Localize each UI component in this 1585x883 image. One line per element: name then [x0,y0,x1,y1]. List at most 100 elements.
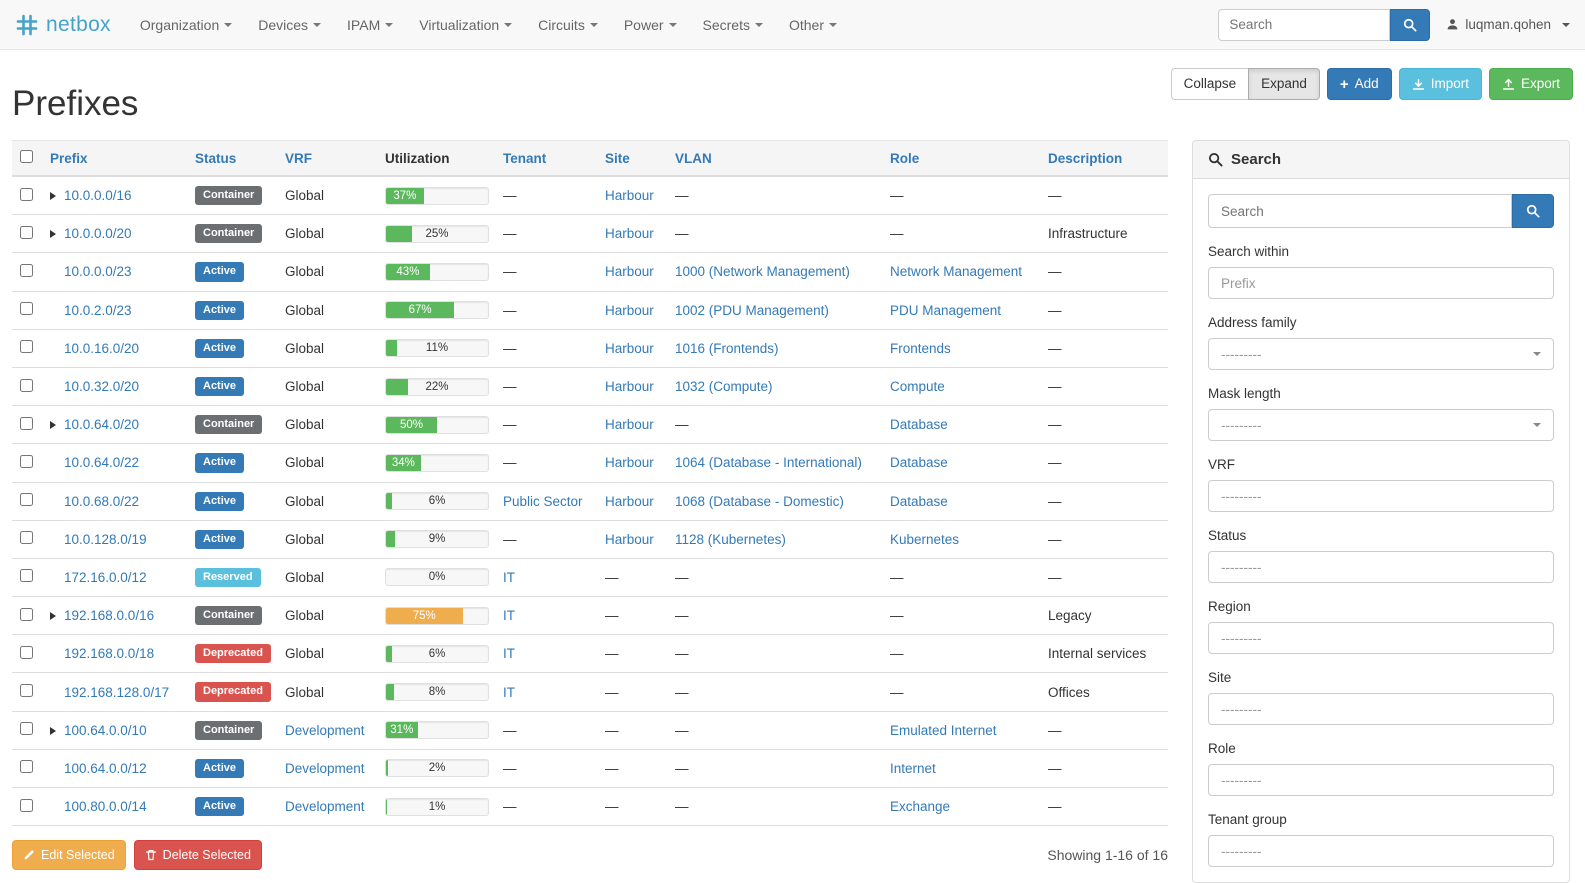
prefix-link[interactable]: 100.64.0.0/12 [64,760,147,776]
site-link[interactable]: Harbour [605,493,654,509]
prefix-link[interactable]: 10.0.128.0/19 [64,531,147,547]
row-checkbox[interactable] [20,302,33,316]
prefix-link[interactable]: 172.16.0.0/12 [64,569,147,585]
expand-button[interactable]: Expand [1248,68,1320,100]
vlan-link[interactable]: 1032 (Compute) [675,379,773,395]
filter-input-search-within[interactable] [1208,267,1554,299]
user-menu[interactable]: luqman.qohen [1446,17,1570,32]
prefix-link[interactable]: 10.0.0.0/16 [64,188,132,204]
row-checkbox[interactable] [20,760,33,774]
row-checkbox[interactable] [20,416,33,430]
filter-select-address-family[interactable]: --------- [1208,338,1554,370]
tenant-link[interactable]: IT [503,569,515,585]
global-search-input[interactable] [1218,8,1391,41]
filter-input-status[interactable] [1208,551,1554,583]
role-link[interactable]: Network Management [890,264,1023,280]
site-link[interactable]: Harbour [605,264,654,280]
vlan-link[interactable]: 1016 (Frontends) [675,340,779,356]
expand-caret-icon[interactable] [50,188,64,203]
filter-input-site[interactable] [1208,693,1554,725]
row-checkbox[interactable] [20,798,33,812]
global-search-button[interactable] [1390,8,1431,41]
vlan-link[interactable]: 1064 (Database - International) [675,455,862,471]
filter-search-button[interactable] [1512,194,1554,228]
prefix-link[interactable]: 192.168.0.0/18 [64,646,155,662]
prefix-link[interactable]: 10.0.0.0/23 [64,264,132,280]
filter-search-input[interactable] [1208,194,1512,228]
role-link[interactable]: Emulated Internet [890,722,997,738]
nav-item-circuits[interactable]: Circuits [525,2,611,48]
filter-select-mask-length[interactable]: --------- [1208,409,1554,441]
site-link[interactable]: Harbour [605,417,654,433]
prefix-link[interactable]: 100.64.0.0/10 [64,722,147,738]
row-checkbox[interactable] [20,722,33,736]
vrf-link[interactable]: Development [285,799,365,815]
vlan-link[interactable]: 1002 (PDU Management) [675,302,829,318]
tenant-link[interactable]: IT [503,608,515,624]
expand-caret-icon[interactable] [50,723,64,738]
tenant-link[interactable]: IT [503,646,515,662]
nav-item-virtualization[interactable]: Virtualization [406,2,525,48]
collapse-button[interactable]: Collapse [1170,68,1250,100]
export-button[interactable]: Export [1488,68,1573,100]
site-link[interactable]: Harbour [605,455,654,471]
role-link[interactable]: Kubernetes [890,531,960,547]
column-header-label[interactable]: Role [890,150,920,166]
nav-item-ipam[interactable]: IPAM [334,2,406,48]
column-header-label[interactable]: Description [1048,150,1123,166]
expand-caret-icon[interactable] [50,417,64,432]
prefix-link[interactable]: 10.0.2.0/23 [64,302,132,318]
prefix-link[interactable]: 192.168.0.0/16 [64,608,155,624]
row-checkbox[interactable] [20,378,33,392]
prefix-link[interactable]: 10.0.16.0/20 [64,340,140,356]
role-link[interactable]: Database [890,493,948,509]
nav-item-secrets[interactable]: Secrets [690,2,776,48]
prefix-link[interactable]: 10.0.0.0/20 [64,226,132,242]
vlan-link[interactable]: 1068 (Database - Domestic) [675,493,844,509]
vlan-link[interactable]: 1000 (Network Management) [675,264,850,280]
import-button[interactable]: Import [1398,68,1482,100]
column-header-label[interactable]: VRF [285,150,312,166]
row-checkbox[interactable] [20,454,33,468]
filter-input-region[interactable] [1208,622,1554,654]
site-link[interactable]: Harbour [605,531,654,547]
nav-item-organization[interactable]: Organization [127,2,245,48]
expand-caret-icon[interactable] [50,226,64,241]
netbox-logo[interactable]: netbox [15,13,111,37]
column-header-label[interactable]: Status [195,150,237,166]
prefix-link[interactable]: 10.0.68.0/22 [64,493,140,509]
nav-item-devices[interactable]: Devices [245,2,334,48]
column-header-label[interactable]: Site [605,150,630,166]
site-link[interactable]: Harbour [605,340,654,356]
filter-input-tenant-group[interactable] [1208,835,1554,867]
row-checkbox[interactable] [20,645,33,659]
row-checkbox[interactable] [20,493,33,507]
edit-selected-button[interactable]: Edit Selected [12,840,126,871]
site-link[interactable]: Harbour [605,188,654,204]
role-link[interactable]: Internet [890,760,936,776]
row-checkbox[interactable] [20,187,33,201]
expand-caret-icon[interactable] [50,608,64,623]
prefix-link[interactable]: 192.168.128.0/17 [64,684,170,700]
filter-input-vrf[interactable] [1208,480,1554,512]
nav-item-power[interactable]: Power [611,2,690,48]
role-link[interactable]: Frontends [890,340,951,356]
site-link[interactable]: Harbour [605,302,654,318]
row-checkbox[interactable] [20,684,33,698]
prefix-link[interactable]: 10.0.64.0/20 [64,417,140,433]
site-link[interactable]: Harbour [605,379,654,395]
row-checkbox[interactable] [20,569,33,583]
tenant-link[interactable]: IT [503,684,515,700]
row-checkbox[interactable] [20,340,33,354]
role-link[interactable]: PDU Management [890,302,1002,318]
row-checkbox[interactable] [20,263,33,277]
role-link[interactable]: Exchange [890,799,951,815]
role-link[interactable]: Compute [890,379,945,395]
row-checkbox[interactable] [20,607,33,621]
tenant-link[interactable]: Public Sector [503,493,583,509]
vrf-link[interactable]: Development [285,760,365,776]
role-link[interactable]: Database [890,455,948,471]
vlan-link[interactable]: 1128 (Kubernetes) [675,531,786,547]
select-all-checkbox[interactable] [20,150,33,163]
delete-selected-button[interactable]: Delete Selected [133,840,262,871]
